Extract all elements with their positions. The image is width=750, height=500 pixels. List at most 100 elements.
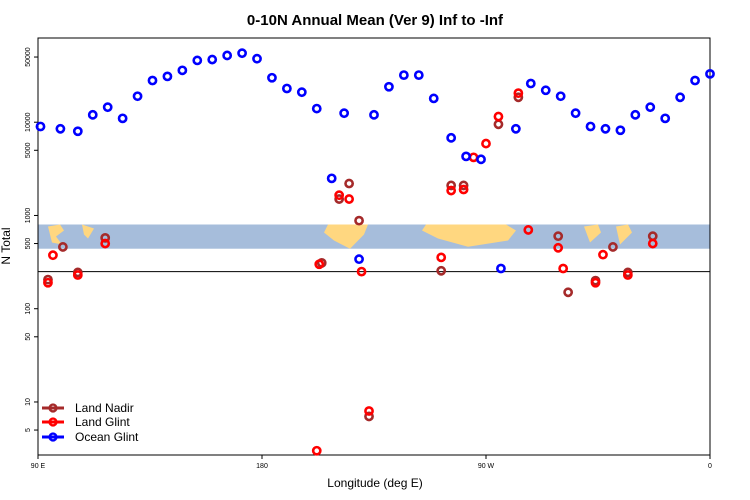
y-tick-label: 10000: [25, 112, 32, 132]
map-land-4: [584, 224, 601, 243]
point-land-nadir: [553, 231, 564, 242]
legend-item-ocean-glint: Ocean Glint: [42, 430, 139, 444]
point-ocean-glint: [585, 121, 596, 132]
point-ocean-glint: [476, 154, 486, 165]
y-tick-label: 10: [25, 398, 32, 406]
point-land-glint: [100, 238, 111, 249]
point-ocean-glint: [705, 68, 715, 79]
point-land-glint: [468, 152, 479, 163]
x-tick-label: 90 W: [478, 463, 495, 470]
point-ocean-glint: [237, 48, 247, 59]
x-tick-label: 90 E: [31, 463, 46, 470]
point-ocean-glint: [600, 123, 611, 134]
point-land-nadir: [458, 180, 469, 191]
point-ocean-glint: [326, 173, 337, 184]
point-land-glint: [622, 270, 633, 280]
legend-label-ocean-glint: Ocean Glint: [75, 430, 139, 444]
point-ocean-glint: [690, 75, 700, 86]
point-ocean-glint: [461, 151, 471, 162]
point-ocean-glint: [207, 54, 218, 65]
point-ocean-glint: [55, 123, 66, 134]
x-tick-label: 180: [256, 463, 268, 470]
point-land-glint: [553, 242, 564, 253]
legend: Land Nadir Land Glint Ocean Glint: [42, 401, 139, 444]
point-ocean-glint: [525, 78, 536, 89]
point-land-glint: [513, 88, 524, 99]
x-axis-label: Longitude (deg E): [327, 476, 422, 490]
point-land-nadir: [344, 178, 355, 189]
point-ocean-glint: [117, 113, 128, 124]
point-ocean-glint: [267, 72, 277, 83]
point-land-nadir: [513, 92, 524, 103]
point-ocean-glint: [87, 109, 98, 120]
point-ocean-glint: [72, 126, 83, 137]
point-ocean-glint: [540, 85, 551, 96]
point-land-nadir: [493, 119, 504, 130]
point-land-nadir: [364, 411, 374, 422]
legend-marker-ocean-glint: [48, 432, 58, 442]
point-ocean-glint: [222, 50, 233, 61]
y-tick-label: 100: [25, 303, 32, 315]
point-land-nadir: [100, 232, 111, 243]
point-land-glint: [43, 277, 53, 288]
point-land-nadir: [563, 287, 574, 298]
point-ocean-glint: [398, 70, 409, 81]
point-ocean-glint: [192, 55, 203, 66]
point-ocean-glint: [510, 123, 521, 134]
y-tick-label: 50000: [25, 47, 32, 67]
point-ocean-glint: [555, 91, 566, 102]
point-land-nadir: [334, 194, 345, 204]
point-ocean-glint: [615, 125, 626, 136]
point-ocean-glint: [570, 108, 581, 119]
point-ocean-glint: [645, 102, 656, 113]
point-ocean-glint: [660, 113, 671, 124]
point-land-glint: [590, 277, 601, 288]
chart-title: 0-10N Annual Mean (Ver 9) Inf to -Inf: [247, 12, 504, 29]
point-land-nadir: [608, 242, 618, 252]
point-land-glint: [314, 259, 325, 270]
point-ocean-glint: [384, 81, 394, 92]
point-ocean-glint: [102, 102, 113, 113]
point-land-glint: [558, 263, 569, 274]
point-ocean-glint: [311, 103, 322, 114]
point-ocean-glint: [296, 87, 307, 98]
point-land-glint: [334, 190, 345, 201]
point-ocean-glint: [132, 91, 143, 102]
map-land-0: [48, 224, 64, 245]
legend-marker-land-glint: [48, 417, 58, 427]
point-ocean-glint: [446, 132, 457, 143]
y-tick-label: 1000: [25, 208, 32, 224]
legend-item-land-glint: Land Glint: [42, 415, 130, 429]
y-tick-label: 5000: [25, 142, 32, 158]
point-ocean-glint: [177, 65, 188, 76]
data-points: [35, 48, 715, 456]
point-ocean-glint: [35, 121, 46, 132]
point-ocean-glint: [675, 92, 686, 103]
map-strip: [38, 224, 710, 249]
point-land-glint: [311, 445, 322, 456]
point-land-glint: [72, 270, 83, 280]
point-land-glint: [48, 250, 58, 261]
point-ocean-glint: [413, 70, 424, 81]
point-land-glint: [493, 111, 504, 122]
point-ocean-glint: [630, 109, 641, 120]
y-axis: 5 10 50 100 500 1000 5000 10000 50000: [25, 47, 38, 432]
point-land-nadir: [446, 180, 457, 191]
point-land-nadir: [57, 242, 68, 252]
point-land-glint: [436, 252, 447, 263]
point-land-glint: [598, 249, 608, 260]
point-land-nadir: [354, 215, 364, 226]
point-ocean-glint: [252, 53, 262, 64]
legend-label-land-nadir: Land Nadir: [75, 401, 134, 415]
point-land-glint: [364, 406, 374, 416]
point-ocean-glint: [339, 108, 350, 119]
legend-marker-land-nadir: [48, 403, 58, 413]
y-tick-label: 50: [25, 333, 32, 341]
plot-frame: [37, 37, 711, 456]
point-land-nadir: [436, 265, 447, 276]
legend-item-land-nadir: Land Nadir: [42, 401, 134, 415]
y-tick-label: 500: [25, 238, 32, 250]
point-ocean-glint: [369, 109, 379, 120]
point-land-glint: [344, 194, 355, 204]
